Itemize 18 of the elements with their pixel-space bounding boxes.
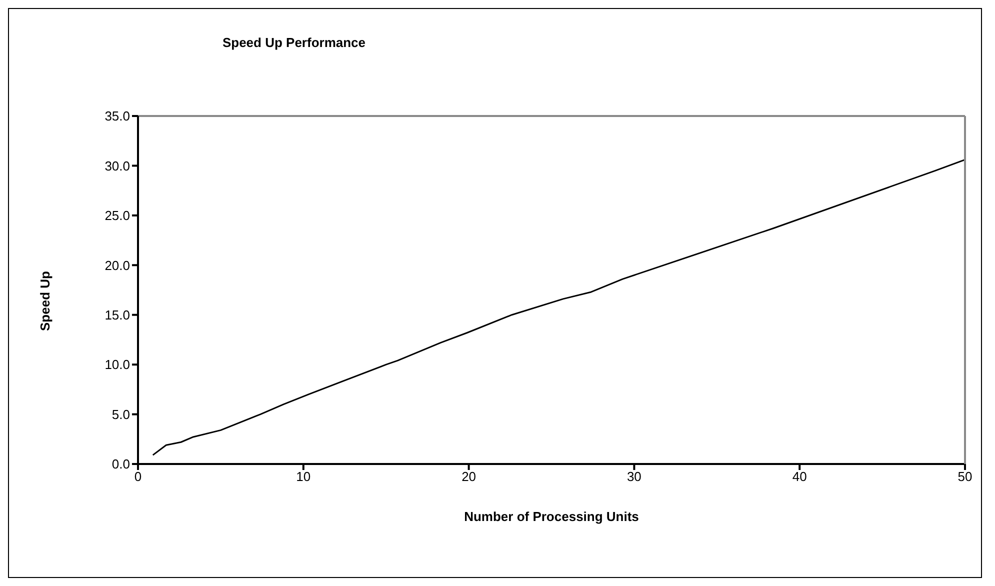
y-tick-label: 5.0	[112, 406, 130, 422]
x-tick-label: 10	[296, 469, 311, 484]
x-tick-label: 30	[626, 469, 642, 484]
y-tick-label: 20.0	[104, 258, 130, 273]
x-tick-label: 40	[792, 469, 807, 484]
x-tick-label: 0	[134, 469, 142, 484]
y-tick-label: 25.0	[104, 208, 130, 224]
y-axis-title: Speed Up	[38, 271, 52, 331]
line-series	[152, 159, 965, 456]
x-tick-label: 50	[958, 469, 972, 484]
y-tick-label: 35.0	[104, 108, 130, 124]
y-tick-label: 0.0	[112, 456, 130, 472]
y-tick-label: 10.0	[104, 357, 130, 372]
y-tick-label: 15.0	[104, 307, 130, 322]
x-axis-title: Number of Processing Units	[463, 509, 640, 524]
chart-title: Speed Up Performance	[221, 35, 367, 50]
x-tick-label: 20	[462, 469, 476, 484]
y-tick-label: 30.0	[104, 158, 130, 174]
